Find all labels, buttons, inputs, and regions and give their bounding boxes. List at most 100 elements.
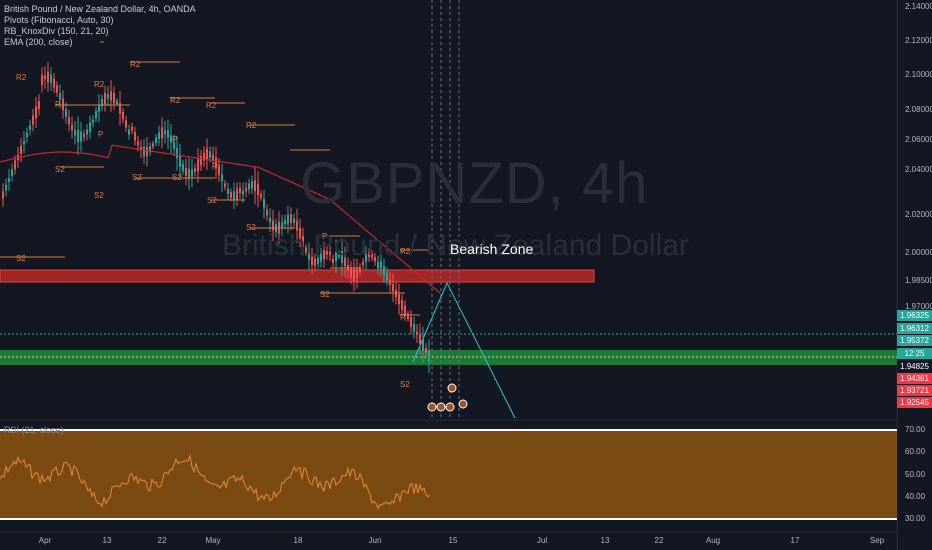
candle <box>8 178 10 182</box>
candle <box>350 268 352 278</box>
candle <box>161 127 163 139</box>
candle <box>398 294 400 305</box>
candle <box>293 218 295 223</box>
indicator-legend: British Pound / New Zealand Dollar, 4h, … <box>4 4 196 48</box>
candle <box>38 101 40 109</box>
candle <box>239 188 241 194</box>
knoxdiv-indicator[interactable]: RB_KnoxDiv (150, 21, 20) <box>4 26 109 36</box>
candle <box>407 313 409 320</box>
candle <box>329 251 331 255</box>
candle <box>269 217 271 223</box>
candle <box>65 109 67 117</box>
candle <box>14 160 16 170</box>
candle <box>305 247 307 253</box>
candle <box>203 152 205 161</box>
candle <box>251 181 253 189</box>
candle <box>224 183 226 188</box>
candle <box>281 222 283 229</box>
rsi-axis-label: 50.00 <box>905 470 926 479</box>
pivot-label: P <box>322 232 328 241</box>
pivot-label: R2 <box>16 73 27 82</box>
candle <box>245 187 247 192</box>
candle <box>212 154 214 160</box>
candle <box>98 104 100 112</box>
price-axis-label: 2.08000 <box>905 105 932 114</box>
candle <box>341 251 343 264</box>
candle <box>92 119 94 123</box>
candle <box>428 350 430 362</box>
candle <box>95 111 97 119</box>
price-axis-label: 2.14000 <box>905 2 932 11</box>
candle <box>128 129 130 135</box>
price-tag: 12:25 <box>897 348 932 359</box>
candle <box>323 250 325 260</box>
candle <box>383 266 385 276</box>
candle <box>296 220 298 231</box>
symbol-title[interactable]: British Pound / New Zealand Dollar, 4h, … <box>4 4 196 14</box>
date-axis-label: 15 <box>448 536 458 545</box>
candle <box>104 92 106 105</box>
candle <box>338 252 340 258</box>
rsi-title[interactable]: RSI (21, close) <box>4 425 64 435</box>
candle <box>83 133 85 138</box>
date-axis-label: May <box>205 536 221 545</box>
candle <box>317 257 319 264</box>
divergence-marker <box>436 402 446 412</box>
candle <box>68 117 70 125</box>
divergence-marker <box>458 399 468 409</box>
watermark-name: British Pound / New Zealand Dollar <box>222 229 689 262</box>
pivot-label: P <box>55 100 61 109</box>
candle <box>23 140 25 145</box>
price-tag: 1.94825 <box>897 361 932 372</box>
candle <box>200 156 202 166</box>
pivot-label: S2 <box>132 173 142 182</box>
pivot-label: R2 <box>170 96 181 105</box>
divergence-marker <box>427 402 437 412</box>
candle <box>5 184 7 191</box>
candle <box>185 167 187 176</box>
candle <box>314 258 316 266</box>
candle <box>233 190 235 201</box>
candle <box>263 199 265 209</box>
candle <box>53 78 55 88</box>
candle <box>50 74 52 84</box>
candle <box>140 147 142 151</box>
pivot-label: R2 <box>400 247 411 256</box>
candle <box>71 124 73 131</box>
pivot-label: P <box>98 130 104 139</box>
price-axis-label: 1.98500 <box>905 276 932 285</box>
candle <box>179 154 181 167</box>
candle <box>197 159 199 172</box>
price-axis-label: 2.06000 <box>905 135 932 144</box>
candle <box>137 141 139 146</box>
pivots-indicator[interactable]: Pivots (Fibonacci, Auto, 30) <box>4 15 114 25</box>
candle <box>236 188 238 200</box>
candle <box>149 146 151 153</box>
candle <box>365 254 367 263</box>
candle <box>353 269 355 281</box>
pivot-label: S2 <box>172 173 182 182</box>
candle <box>191 169 193 177</box>
pivot-label: P <box>212 162 218 171</box>
candle <box>209 151 211 158</box>
candle <box>56 85 58 93</box>
candle <box>260 193 262 198</box>
candle <box>401 300 403 310</box>
candle <box>131 126 133 131</box>
pivot-label: S2 <box>55 165 65 174</box>
candle <box>74 129 76 136</box>
candle <box>119 103 121 114</box>
date-axis-label: 22 <box>157 536 167 545</box>
price-axis-label: 2.10000 <box>905 70 932 79</box>
candle <box>146 146 148 157</box>
rsi-band <box>0 430 897 519</box>
candle <box>284 220 286 225</box>
candle <box>266 209 268 216</box>
price-tag: 1.92545 <box>897 397 932 408</box>
candle <box>374 257 376 262</box>
candle <box>47 71 49 83</box>
candle <box>413 323 415 332</box>
price-axis-label: 2.12000 <box>905 36 932 45</box>
ema-indicator[interactable]: EMA (200, close) <box>4 37 73 47</box>
